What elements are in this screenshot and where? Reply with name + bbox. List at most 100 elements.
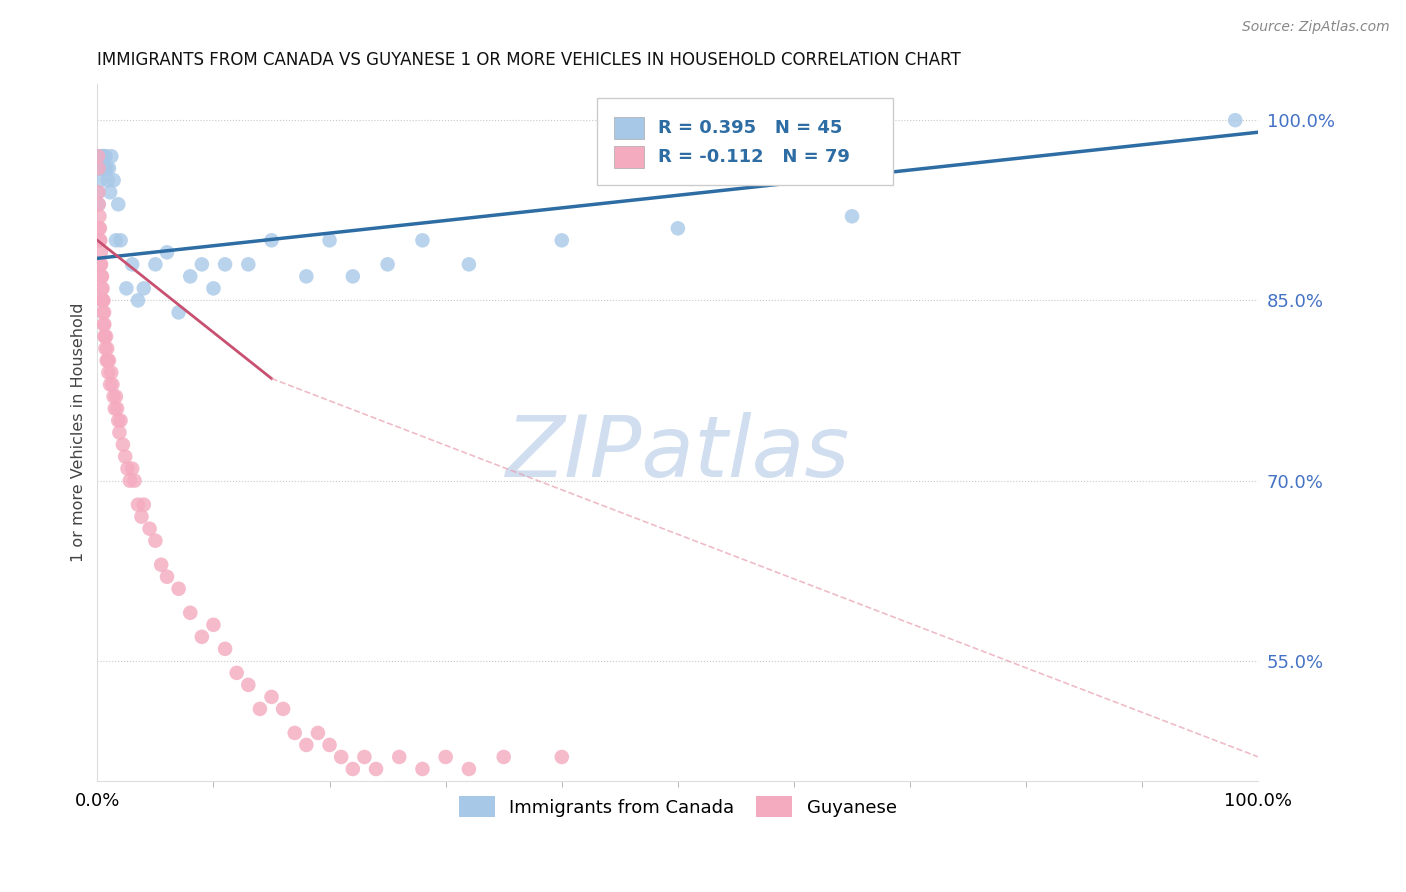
Point — [90, 281, 112, 295]
Point — [214, 641, 236, 656]
Point — [167, 582, 190, 596]
Point — [96, 342, 118, 356]
Point — [87, 161, 110, 176]
Point — [202, 281, 225, 295]
Point — [492, 750, 515, 764]
Point — [145, 533, 167, 548]
Point — [191, 257, 214, 271]
Point — [89, 149, 111, 163]
Point — [89, 233, 111, 247]
Point — [353, 750, 375, 764]
Point — [179, 269, 201, 284]
Point — [318, 233, 340, 247]
Point — [156, 570, 179, 584]
Point — [127, 293, 149, 308]
Point — [93, 149, 115, 163]
Point — [284, 726, 307, 740]
Point — [271, 702, 294, 716]
Point — [97, 366, 120, 380]
Point — [97, 353, 120, 368]
Text: R = 0.395   N = 45: R = 0.395 N = 45 — [658, 119, 842, 137]
Point — [1225, 113, 1247, 128]
Point — [91, 293, 114, 308]
Point — [90, 149, 112, 163]
Legend: Immigrants from Canada, Guyanese: Immigrants from Canada, Guyanese — [451, 789, 904, 824]
Point — [87, 161, 110, 176]
Point — [330, 750, 353, 764]
Point — [121, 257, 143, 271]
Text: ZIPatlas: ZIPatlas — [506, 412, 851, 495]
Text: Source: ZipAtlas.com: Source: ZipAtlas.com — [1241, 20, 1389, 34]
Point — [150, 558, 173, 572]
Point — [191, 630, 214, 644]
Point — [202, 617, 225, 632]
Point — [97, 161, 120, 176]
Point — [238, 678, 260, 692]
Point — [411, 233, 433, 247]
Point — [100, 366, 122, 380]
Point — [434, 750, 457, 764]
Point — [94, 161, 117, 176]
Point — [457, 257, 479, 271]
Point — [318, 738, 340, 752]
Point — [90, 245, 112, 260]
Point — [666, 221, 689, 235]
Point — [94, 329, 117, 343]
Point — [90, 257, 112, 271]
Point — [104, 233, 127, 247]
Text: R = -0.112   N = 79: R = -0.112 N = 79 — [658, 148, 851, 166]
Point — [551, 750, 574, 764]
Point — [260, 233, 283, 247]
Point — [138, 522, 160, 536]
Point — [93, 318, 115, 332]
Point — [87, 186, 110, 200]
Point — [107, 197, 129, 211]
Point — [91, 161, 114, 176]
Point — [388, 750, 411, 764]
Bar — [614, 146, 644, 169]
Point — [841, 209, 863, 223]
Point — [87, 197, 110, 211]
Point — [101, 377, 124, 392]
Point — [94, 342, 117, 356]
Point — [238, 257, 260, 271]
Point — [295, 269, 318, 284]
Point — [91, 281, 114, 295]
Text: IMMIGRANTS FROM CANADA VS GUYANESE 1 OR MORE VEHICLES IN HOUSEHOLD CORRELATION C: IMMIGRANTS FROM CANADA VS GUYANESE 1 OR … — [97, 51, 962, 69]
Point — [87, 149, 110, 163]
Point — [342, 269, 364, 284]
Point — [132, 498, 155, 512]
Point — [225, 665, 247, 680]
Point — [87, 186, 110, 200]
Point — [124, 474, 146, 488]
Point — [260, 690, 283, 704]
Point — [91, 149, 114, 163]
Point — [156, 245, 179, 260]
Point — [89, 173, 111, 187]
Point — [342, 762, 364, 776]
Point — [107, 413, 129, 427]
Point — [307, 726, 329, 740]
Point — [94, 149, 117, 163]
Point — [93, 329, 115, 343]
Point — [214, 257, 236, 271]
Point — [377, 257, 399, 271]
Point — [457, 762, 479, 776]
Point — [103, 173, 125, 187]
Point — [96, 353, 118, 368]
Point — [249, 702, 271, 716]
Point — [96, 161, 118, 176]
Point — [117, 461, 139, 475]
Point — [103, 390, 125, 404]
Point — [167, 305, 190, 319]
Point — [145, 257, 167, 271]
Point — [90, 257, 112, 271]
Y-axis label: 1 or more Vehicles in Household: 1 or more Vehicles in Household — [72, 302, 86, 562]
Point — [98, 377, 121, 392]
Point — [90, 269, 112, 284]
Point — [131, 509, 153, 524]
Point — [111, 437, 134, 451]
Point — [115, 281, 138, 295]
Point — [121, 461, 143, 475]
Point — [87, 197, 110, 211]
